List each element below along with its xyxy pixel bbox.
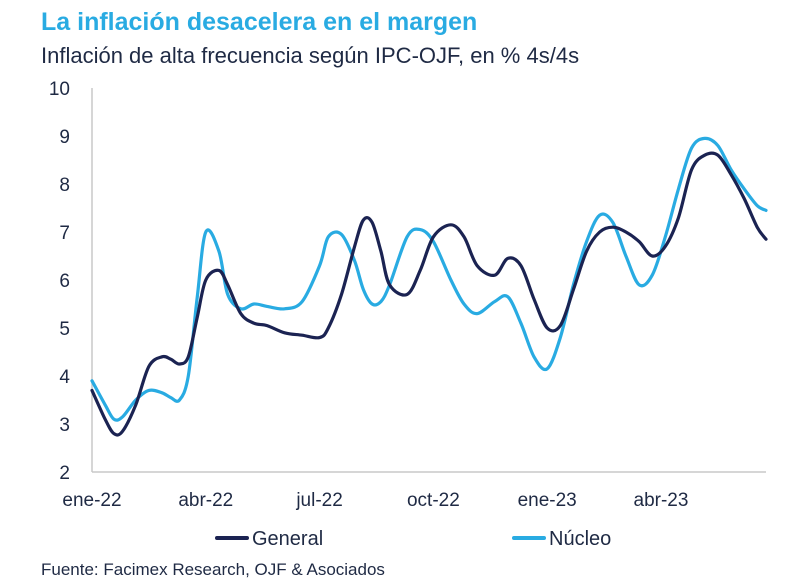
y-tick-label: 6	[59, 271, 70, 292]
x-tick-label: oct-22	[407, 490, 460, 511]
x-tick-label: jul-22	[295, 490, 342, 511]
x-axis: ene-22 abr-22 jul-22 oct-22 ene-23 abr-23	[62, 471, 766, 511]
legend: General Núcleo	[215, 528, 611, 550]
series-line-general	[90, 151, 768, 437]
y-tick-label: 2	[59, 463, 70, 484]
chart-subtitle: Inflación de alta frecuencia según IPC-O…	[41, 43, 580, 68]
y-tick-label: 10	[49, 79, 70, 100]
y-tick-label: 5	[59, 319, 70, 340]
y-tick-label: 4	[59, 367, 70, 388]
y-tick-label: 8	[59, 175, 70, 196]
legend-label-nucleo: Núcleo	[549, 528, 611, 550]
chart-title: La inflación desacelera en el margen	[41, 8, 478, 36]
y-axis: 2 3 4 5 6 7 8 9 10	[49, 79, 93, 484]
legend-label-general: General	[252, 528, 323, 550]
x-tick-label: ene-23	[518, 490, 577, 511]
y-tick-label: 3	[59, 415, 70, 436]
y-tick-label: 9	[59, 127, 70, 148]
x-tick-label: abr-23	[634, 490, 689, 511]
series-line-nucleo	[90, 136, 768, 422]
series-lines	[90, 136, 768, 437]
x-tick-label: ene-22	[62, 490, 121, 511]
x-tick-label: abr-22	[178, 490, 233, 511]
source-note: Fuente: Facimex Research, OJF & Asociado…	[41, 560, 385, 579]
y-tick-label: 7	[59, 223, 70, 244]
